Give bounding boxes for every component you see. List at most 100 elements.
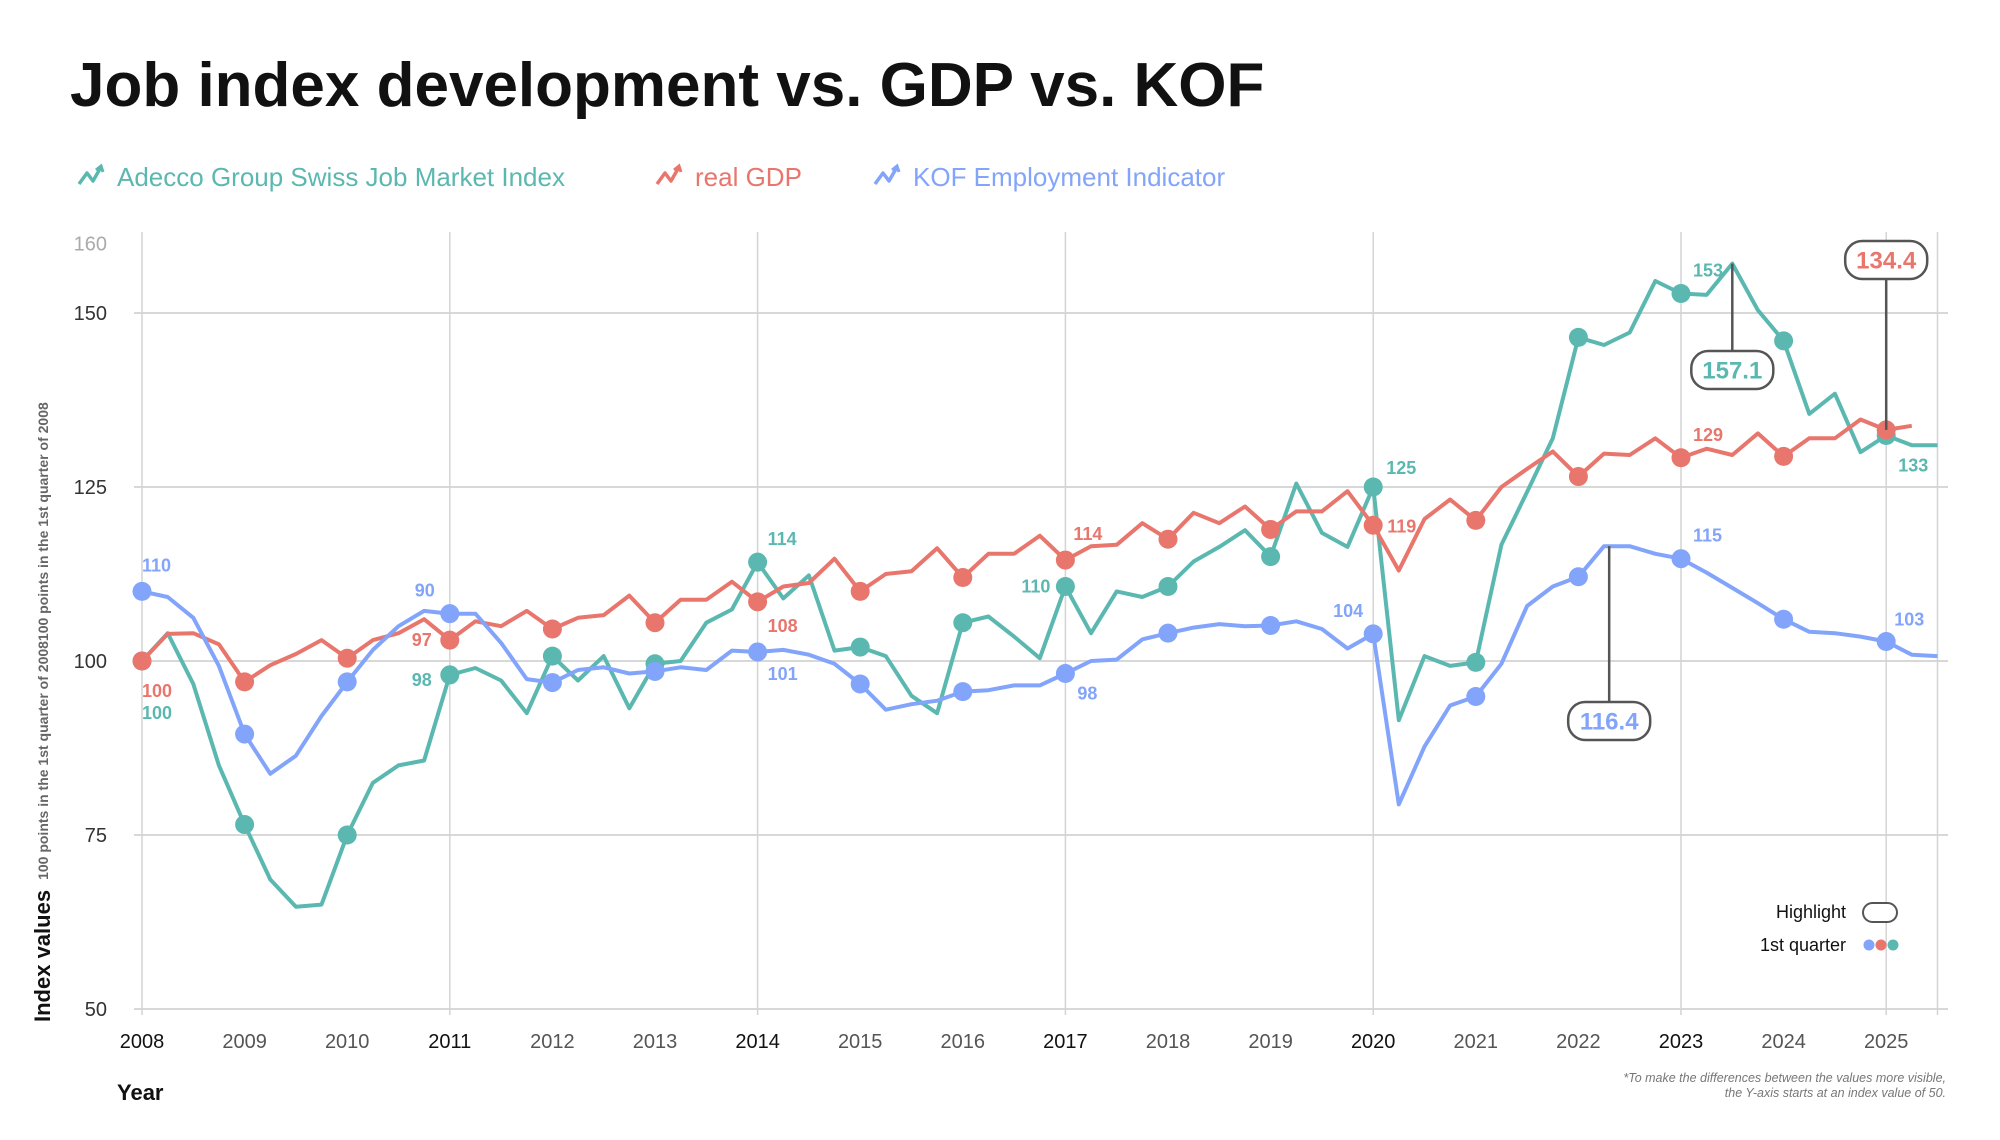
data-label: 108 [768, 616, 798, 636]
legend-item-2: KOF Employment Indicator [913, 162, 1225, 192]
first-quarter-marker [337, 672, 357, 692]
x-tick-label: 2017 [1043, 1031, 1088, 1053]
y-tick-label: 125 [74, 477, 107, 499]
y-tick-label: 160 [74, 233, 107, 255]
first-quarter-marker [850, 674, 870, 694]
series-1: 100 97 108 114 119 129 [132, 417, 1913, 701]
key-dot [1875, 939, 1887, 951]
callout-box [1690, 349, 1775, 391]
key-dot [1863, 939, 1875, 951]
first-quarter-marker [235, 724, 255, 744]
first-quarter-marker [440, 665, 460, 685]
first-quarter-marker [850, 637, 870, 657]
x-tick-label: 2022 [1556, 1031, 1601, 1053]
x-tick-label: 2016 [941, 1031, 986, 1053]
legend-item-0: Adecco Group Swiss Job Market Index [117, 162, 565, 192]
chart-key: Highlight 1st quarter [1760, 902, 1899, 955]
data-label: 119 [1387, 516, 1416, 536]
y-axis-label: Index values [30, 890, 55, 1022]
data-label: 97 [412, 630, 432, 650]
callout-value: 134.4 [1856, 248, 1917, 275]
x-tick-label: 2025 [1864, 1031, 1909, 1053]
legend: Adecco Group Swiss Job Market Index real … [77, 162, 1225, 192]
highlight-callout-0: 157.1 [1690, 263, 1775, 391]
x-tick-label: 2011 [428, 1031, 471, 1053]
first-quarter-marker [1671, 549, 1691, 569]
x-tick-label: 2008 [120, 1031, 165, 1053]
first-quarter-marker [440, 604, 460, 624]
first-quarter-marker [1466, 510, 1486, 530]
x-tick-label: 2019 [1248, 1031, 1293, 1053]
first-quarter-marker [1568, 467, 1588, 487]
series-group: 100 98 114 110 125 153 133 100 97 108 114 119 129 110… [132, 261, 1938, 909]
legend-arrow-icon [891, 163, 901, 173]
callout-value: 116.4 [1580, 709, 1639, 736]
x-tick-label: 2014 [735, 1031, 780, 1053]
first-quarter-marker [1261, 547, 1281, 567]
x-tick-label: 2023 [1659, 1031, 1704, 1053]
data-label: 153 [1693, 261, 1723, 281]
x-tick-label: 2015 [838, 1031, 883, 1053]
series-line [140, 417, 1913, 684]
x-axis-ticks: 2008 2009 2010 2011 2012 2013 2014 2015 2016 2017… [120, 1031, 1909, 1053]
data-label: 110 [142, 555, 171, 575]
first-quarter-marker [850, 581, 870, 601]
first-quarter-marker [1261, 616, 1281, 636]
key-first-quarter-dots [1863, 939, 1899, 951]
key-first-quarter-label: 1st quarter [1760, 935, 1846, 955]
x-tick-label: 2021 [1454, 1031, 1499, 1053]
x-tick-label: 2012 [530, 1031, 575, 1053]
x-axis-title: Year [117, 1080, 164, 1105]
first-quarter-marker [748, 552, 768, 572]
legend-line-icon [655, 166, 681, 186]
data-label: 125 [1386, 458, 1416, 478]
first-quarter-marker [1671, 284, 1691, 304]
first-quarter-marker [542, 673, 562, 693]
x-tick-label: 2010 [325, 1031, 370, 1053]
data-label: 90 [415, 581, 435, 601]
first-quarter-marker [337, 825, 357, 845]
grid [134, 232, 1948, 1015]
series-2: 110 90 101 98 104 115 103 [132, 526, 1938, 807]
data-label: 114 [768, 529, 797, 549]
first-quarter-marker [1671, 448, 1691, 468]
first-quarter-marker [1363, 477, 1383, 497]
first-quarter-marker [1466, 686, 1486, 706]
highlight-callout-1: 134.4 [1843, 239, 1929, 430]
first-quarter-marker [748, 592, 768, 612]
key-highlight-swatch [1862, 902, 1898, 923]
series-line [140, 261, 1938, 909]
legend-arrow-icon [673, 163, 683, 173]
first-quarter-marker [1774, 331, 1794, 351]
footnote-line-2: the Y-axis starts at an index value of 5… [1725, 1086, 1946, 1100]
first-quarter-marker [1568, 567, 1588, 587]
first-quarter-marker [132, 581, 152, 601]
key-highlight-label: Highlight [1776, 902, 1846, 922]
chart-title: Job index development vs. GDP vs. KOF [70, 51, 1264, 120]
data-label: 98 [1077, 684, 1097, 704]
first-quarter-marker [1363, 624, 1383, 644]
callout-box [1843, 239, 1929, 281]
first-quarter-marker [953, 682, 973, 702]
first-quarter-marker [953, 613, 973, 633]
highlight-callout-2: 116.4 [1566, 546, 1652, 742]
legend-line-icon [77, 166, 103, 186]
series-0: 100 98 114 110 125 153 133 [132, 261, 1938, 909]
y-tick-label: 50 [85, 999, 107, 1021]
x-tick-label: 2013 [633, 1031, 678, 1053]
data-label: 100 [142, 703, 172, 723]
x-tick-label: 2009 [222, 1031, 267, 1053]
first-quarter-marker [235, 672, 255, 692]
x-tick-label: 2020 [1351, 1031, 1396, 1053]
data-label: 133 [1898, 455, 1928, 475]
legend-line-icon [873, 166, 899, 186]
data-label: 114 [1073, 524, 1102, 544]
first-quarter-marker [1055, 664, 1075, 684]
first-quarter-marker [1158, 529, 1178, 549]
data-label: 115 [1693, 526, 1722, 546]
y-axis-title: Index values 100 points in the 1st quarte… [30, 402, 55, 1022]
data-label: 110 [1021, 577, 1050, 597]
first-quarter-marker [645, 661, 665, 681]
first-quarter-marker [1055, 550, 1075, 570]
